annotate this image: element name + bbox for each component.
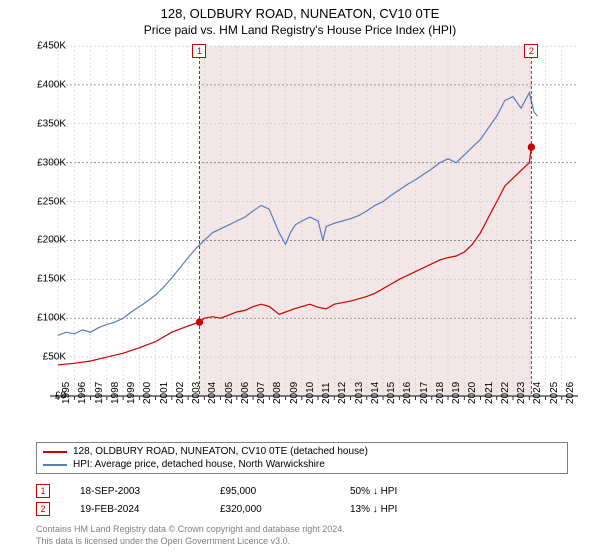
x-tick-label: 2012	[337, 382, 348, 404]
y-tick-label: £250K	[37, 196, 66, 207]
y-tick-label: £150K	[37, 274, 66, 285]
x-tick-label: 2020	[467, 382, 478, 404]
sale-marker-table: 1 18-SEP-2003 £95,000 50% ↓ HPI 2 19-FEB-2024…	[36, 482, 568, 518]
sale-marker-badge: 1	[192, 44, 206, 58]
x-tick-label: 2008	[272, 382, 283, 404]
x-tick-label: 2007	[256, 382, 267, 404]
y-tick-label: £450K	[37, 41, 66, 52]
x-tick-label: 1997	[94, 382, 105, 404]
sale-row-price: £320,000	[220, 504, 320, 515]
legend-item: HPI: Average price, detached house, Nort…	[43, 458, 561, 471]
x-tick-label: 1998	[110, 382, 121, 404]
x-tick-label: 2024	[532, 382, 543, 404]
y-tick-label: £100K	[37, 313, 66, 324]
chart-plot-area	[50, 46, 578, 396]
legend-label: HPI: Average price, detached house, Nort…	[73, 459, 325, 470]
legend-item: 128, OLDBURY ROAD, NUNEATON, CV10 0TE (d…	[43, 445, 561, 458]
x-tick-label: 2026	[565, 382, 576, 404]
y-tick-label: £400K	[37, 79, 66, 90]
x-tick-label: 2013	[354, 382, 365, 404]
sale-marker-badge: 2	[524, 44, 538, 58]
x-tick-label: 2023	[516, 382, 527, 404]
x-tick-label: 2003	[191, 382, 202, 404]
chart-container: 128, OLDBURY ROAD, NUNEATON, CV10 0TE Pr…	[0, 0, 600, 560]
chart-subtitle: Price paid vs. HM Land Registry's House …	[0, 21, 600, 37]
sale-row-delta: 13% ↓ HPI	[350, 504, 397, 515]
x-tick-label: 2010	[305, 382, 316, 404]
chart-title: 128, OLDBURY ROAD, NUNEATON, CV10 0TE	[0, 0, 600, 21]
legend: 128, OLDBURY ROAD, NUNEATON, CV10 0TE (d…	[36, 442, 568, 474]
x-tick-label: 1996	[77, 382, 88, 404]
footer-line1: Contains HM Land Registry data © Crown c…	[36, 524, 345, 536]
legend-label: 128, OLDBURY ROAD, NUNEATON, CV10 0TE (d…	[73, 446, 368, 457]
sale-row-badge: 1	[36, 484, 50, 498]
x-tick-label: 1995	[61, 382, 72, 404]
x-tick-label: 2002	[175, 382, 186, 404]
x-tick-label: 2006	[240, 382, 251, 404]
x-tick-label: 2014	[370, 382, 381, 404]
chart-svg	[50, 46, 578, 396]
sale-row-price: £95,000	[220, 486, 320, 497]
footer-attribution: Contains HM Land Registry data © Crown c…	[36, 524, 345, 547]
footer-line2: This data is licensed under the Open Gov…	[36, 536, 345, 548]
y-tick-label: £300K	[37, 157, 66, 168]
sale-row-delta: 50% ↓ HPI	[350, 486, 397, 497]
x-tick-label: 2015	[386, 382, 397, 404]
x-tick-label: 2017	[419, 382, 430, 404]
x-tick-label: 2009	[289, 382, 300, 404]
x-tick-label: 1999	[126, 382, 137, 404]
x-tick-label: 2019	[451, 382, 462, 404]
sale-row-date: 18-SEP-2003	[80, 486, 190, 497]
x-tick-label: 2016	[402, 382, 413, 404]
sale-row-date: 19-FEB-2024	[80, 504, 190, 515]
y-tick-label: £200K	[37, 235, 66, 246]
x-tick-label: 2022	[500, 382, 511, 404]
y-tick-label: £350K	[37, 118, 66, 129]
x-tick-label: 2000	[142, 382, 153, 404]
sale-row-badge: 2	[36, 502, 50, 516]
sale-row: 1 18-SEP-2003 £95,000 50% ↓ HPI	[36, 482, 568, 500]
x-tick-label: 2001	[159, 382, 170, 404]
x-tick-label: 2011	[321, 382, 332, 404]
x-tick-label: 2004	[207, 382, 218, 404]
y-tick-label: £50K	[43, 352, 66, 363]
x-tick-label: 2021	[484, 382, 495, 404]
sale-row: 2 19-FEB-2024 £320,000 13% ↓ HPI	[36, 500, 568, 518]
x-tick-label: 2025	[549, 382, 560, 404]
x-tick-label: 2005	[224, 382, 235, 404]
legend-swatch	[43, 464, 67, 466]
x-tick-label: 2018	[435, 382, 446, 404]
legend-swatch	[43, 451, 67, 453]
